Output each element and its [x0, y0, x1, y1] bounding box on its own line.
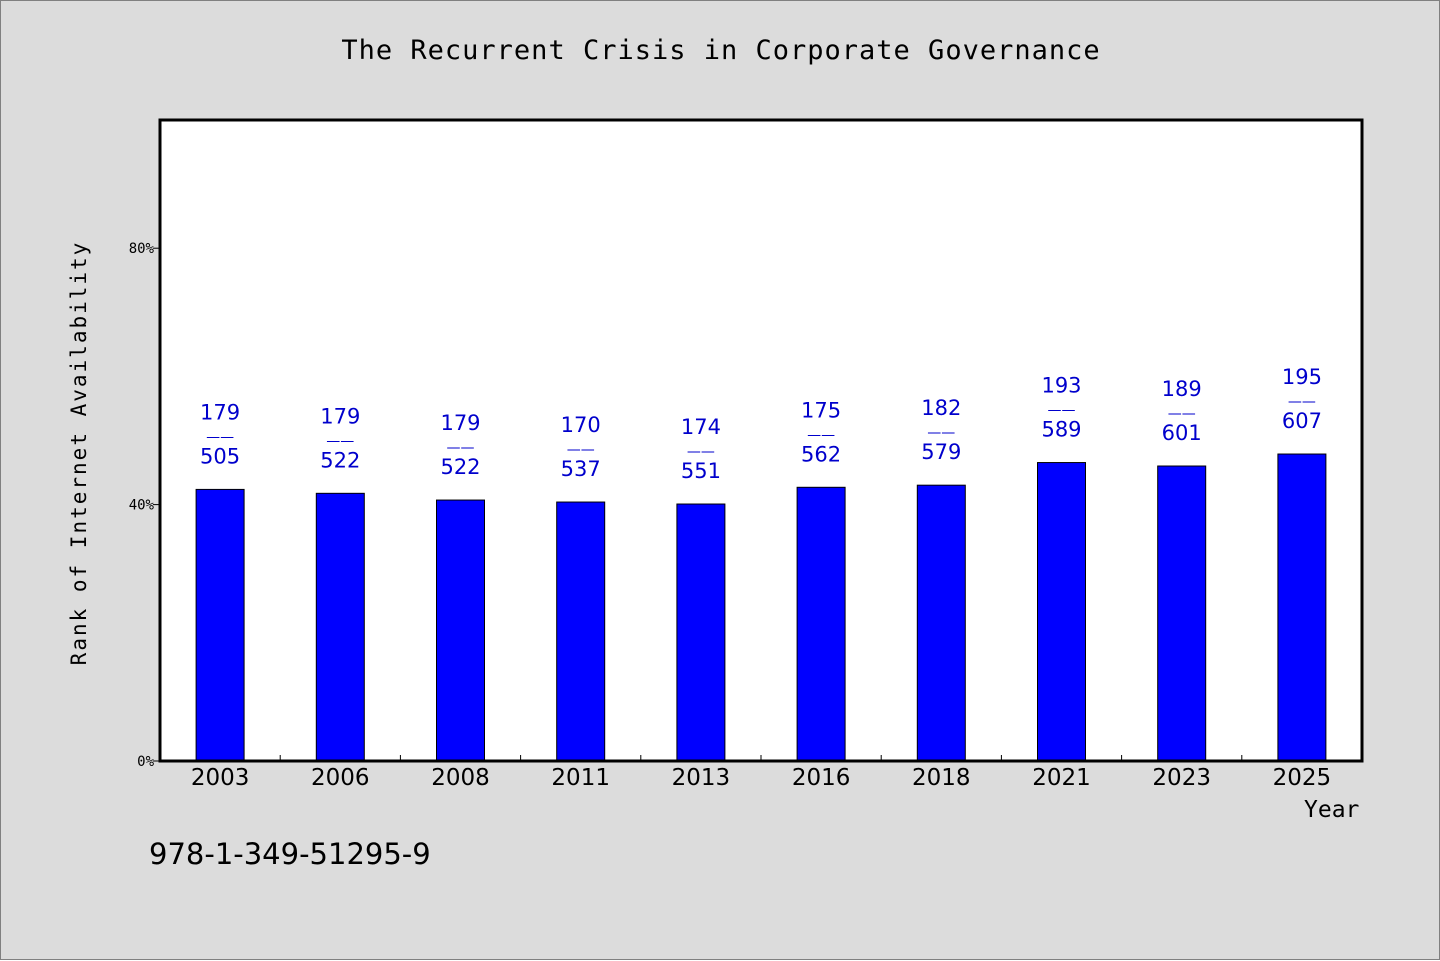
data-label-bottom: 505 — [200, 444, 240, 468]
data-label-top: 175 — [801, 398, 841, 422]
data-label-top: 170 — [561, 413, 601, 437]
data-label-top: 189 — [1162, 377, 1202, 401]
bar — [916, 484, 966, 762]
plot-border — [158, 118, 1364, 763]
data-label-top: 179 — [200, 400, 240, 424]
x-tick-label: 2023 — [1152, 765, 1211, 791]
data-label-bottom: 589 — [1041, 418, 1081, 442]
x-axis-label: Year — [1304, 797, 1360, 823]
x-tick-label: 2018 — [912, 765, 971, 791]
x-tick-label: 2025 — [1273, 765, 1332, 791]
data-label-separator: —— — [927, 425, 955, 441]
data-label-separator: —— — [206, 429, 234, 445]
bar — [315, 492, 365, 762]
y-tick-label: 40% — [129, 498, 155, 514]
data-label-bottom: 522 — [440, 455, 480, 479]
y-tick-label: 80% — [129, 241, 155, 257]
x-tick-label: 2003 — [191, 765, 250, 791]
data-label-separator: —— — [447, 440, 475, 456]
data-label-bottom: 607 — [1282, 409, 1322, 433]
bar — [796, 486, 846, 762]
y-tick-label: 0% — [137, 754, 154, 770]
data-label-bottom: 562 — [801, 442, 841, 466]
data-label-separator: —— — [1168, 406, 1196, 422]
x-tick-label: 2013 — [672, 765, 731, 791]
isbn-text: 978-1-349-51295-9 — [149, 837, 431, 871]
bar — [1277, 453, 1327, 762]
x-tick-label: 2006 — [311, 765, 370, 791]
data-label-separator: —— — [567, 442, 595, 458]
x-tick-label: 2021 — [1032, 765, 1091, 791]
x-tick-label: 2016 — [792, 765, 851, 791]
data-label-top: 195 — [1282, 365, 1322, 389]
data-label-separator: —— — [326, 433, 354, 449]
bar — [195, 488, 245, 762]
bar — [436, 499, 485, 762]
x-tick-label: 2008 — [431, 765, 490, 791]
chart-title: The Recurrent Crisis in Corporate Govern… — [341, 35, 1101, 66]
data-label-separator: —— — [1048, 403, 1076, 419]
data-label-top: 179 — [440, 411, 480, 435]
data-label-top: 182 — [921, 396, 961, 420]
bar — [1037, 462, 1086, 762]
data-label-bottom: 601 — [1162, 421, 1202, 445]
data-label-bottom: 522 — [320, 448, 360, 472]
x-tick-label: 2011 — [551, 765, 610, 791]
bar — [676, 503, 726, 762]
data-label-top: 179 — [320, 404, 360, 428]
data-label-top: 193 — [1041, 374, 1081, 398]
data-label-separator: —— — [687, 444, 715, 460]
data-label-bottom: 551 — [681, 459, 721, 483]
data-label-separator: —— — [807, 427, 835, 443]
data-label-separator: —— — [1288, 394, 1316, 410]
bar — [1157, 465, 1207, 762]
data-label-bottom: 537 — [561, 457, 601, 481]
bar — [556, 501, 606, 762]
data-label-bottom: 579 — [921, 440, 961, 464]
data-label-top: 174 — [681, 415, 721, 439]
